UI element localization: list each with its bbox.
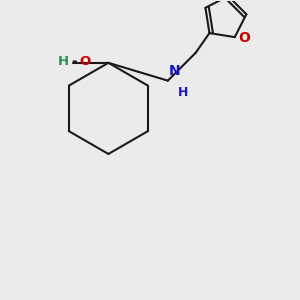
Text: O: O xyxy=(239,31,250,45)
Text: -: - xyxy=(72,55,77,68)
Text: H: H xyxy=(58,55,69,68)
Text: H: H xyxy=(178,85,188,99)
Text: N: N xyxy=(169,64,180,78)
Text: O: O xyxy=(80,55,91,68)
